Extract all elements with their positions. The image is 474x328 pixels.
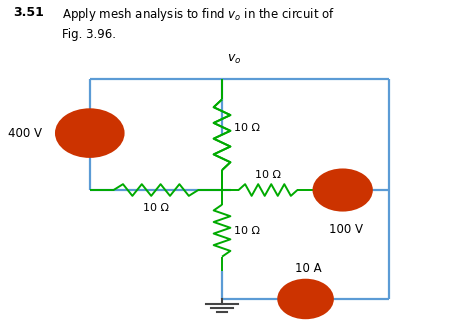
Text: $v_o$: $v_o$ xyxy=(227,53,241,67)
Text: 10 Ω: 10 Ω xyxy=(234,123,260,133)
Text: 10 A: 10 A xyxy=(295,262,321,275)
Text: 3.51: 3.51 xyxy=(13,6,44,19)
Text: 10 Ω: 10 Ω xyxy=(234,226,260,236)
Circle shape xyxy=(279,280,332,318)
Text: 10 Ω: 10 Ω xyxy=(255,170,281,180)
Text: 400 V: 400 V xyxy=(9,127,43,140)
Text: +: + xyxy=(328,185,337,195)
Text: 10 Ω: 10 Ω xyxy=(143,203,169,213)
Circle shape xyxy=(314,170,372,210)
Text: Apply mesh analysis to find $v_o$ in the circuit of
Fig. 3.96.: Apply mesh analysis to find $v_o$ in the… xyxy=(62,6,335,41)
Text: −: − xyxy=(84,135,96,149)
Circle shape xyxy=(56,110,123,156)
Text: +: + xyxy=(85,121,94,131)
Text: 100 V: 100 V xyxy=(328,223,363,236)
Text: −: − xyxy=(348,183,359,197)
